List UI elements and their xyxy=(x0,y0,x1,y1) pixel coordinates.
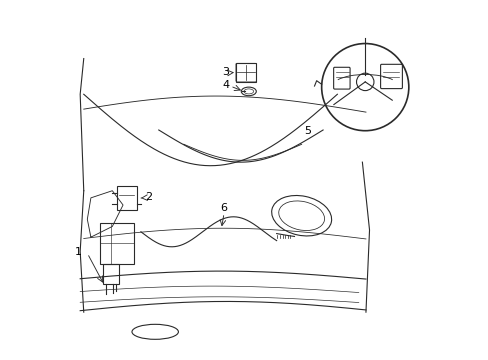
Bar xyxy=(100,223,134,264)
Text: 4: 4 xyxy=(222,80,229,90)
Bar xyxy=(102,264,119,284)
Text: 1: 1 xyxy=(75,247,81,257)
Text: 2: 2 xyxy=(145,192,152,202)
Bar xyxy=(116,186,137,210)
Text: 5: 5 xyxy=(304,126,311,136)
Text: 6: 6 xyxy=(220,203,227,213)
Text: 3: 3 xyxy=(222,67,228,77)
Bar xyxy=(235,63,256,82)
